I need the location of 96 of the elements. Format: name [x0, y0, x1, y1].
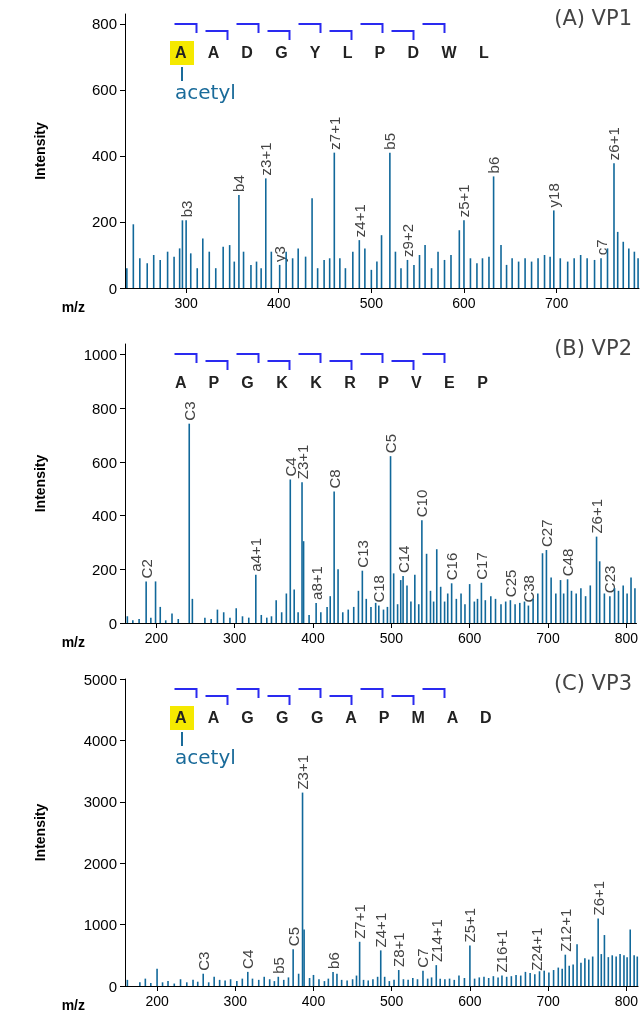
annotation: a8+1 [307, 566, 325, 600]
x-tick-label: 500 [379, 630, 404, 646]
x-axis-title: m/z [61, 997, 85, 1013]
x-tick-label: 400 [301, 630, 325, 646]
annotation: Z4+1 [372, 912, 390, 948]
x-tick-label: 600 [457, 630, 482, 646]
chart-title: (B) VP2 [554, 335, 632, 360]
x-tick-label: 800 [614, 630, 639, 646]
annotation: C5 [382, 433, 400, 454]
x-tick-label: 300 [174, 295, 199, 311]
y-axis-title: Intensity [32, 454, 48, 513]
annotation: C18 [370, 575, 388, 603]
x-axis-title: m/z [61, 299, 85, 315]
x-tick-label: 700 [544, 295, 569, 311]
annotation: z7+1 [325, 116, 343, 150]
y-tick-label: 1000 [83, 346, 117, 364]
annotation: C4 [239, 949, 257, 969]
annotation: y3 [271, 246, 289, 262]
x-tick-label: 700 [536, 630, 560, 646]
annotation: C17 [472, 552, 490, 580]
y-tick-label: 3000 [83, 793, 117, 811]
y-tick-label: 5000 [83, 670, 117, 688]
annotation: C16 [443, 552, 461, 581]
x-tick-label: 700 [536, 993, 560, 1009]
annotation: Z5+1 [461, 907, 479, 943]
annotation: b4 [230, 175, 248, 192]
x-tick-label: 200 [144, 630, 169, 646]
annotation: C14 [394, 545, 412, 574]
annotation: C2 [137, 559, 155, 579]
annotation: Z7+1 [351, 904, 369, 939]
y-tick-label: 200 [91, 213, 117, 231]
annotation: A P G K K R P V E P [175, 373, 496, 393]
annotation: z3+1 [257, 142, 275, 176]
annotation: z9+2 [398, 223, 416, 257]
y-tick-label: 0 [108, 279, 117, 297]
annotation: C5 [284, 926, 302, 947]
annotation: C48 [559, 548, 577, 577]
annotation: z4+1 [350, 204, 368, 238]
annotation: C10 [413, 489, 431, 518]
x-tick-label: 600 [458, 993, 482, 1009]
annotation: A A G G G A P M A D [175, 708, 500, 728]
annotation: C38 [519, 575, 537, 603]
y-tick-label: 600 [91, 453, 117, 471]
annotation: C3 [180, 401, 198, 421]
annotation: Z6+1 [589, 880, 607, 916]
annotation: C3 [194, 951, 212, 971]
chart-title: (A) VP1 [554, 5, 633, 30]
y-tick-label: 0 [108, 614, 117, 632]
annotation: Z24+1 [527, 927, 545, 971]
annotation: C4 [281, 457, 299, 477]
annotation: Z8+1 [390, 932, 408, 968]
annotation: Z6+1 [588, 499, 606, 534]
y-tick-label: 800 [91, 399, 117, 417]
x-tick-label: 200 [145, 993, 169, 1009]
y-tick-label: 400 [91, 147, 117, 165]
x-tick-label: 500 [359, 295, 384, 311]
y-tick-label: 2000 [83, 854, 117, 872]
annotation: b3 [177, 200, 195, 218]
annotation: C25 [501, 569, 519, 598]
annotation: b5 [381, 132, 399, 150]
annotation: Z3+1 [294, 754, 312, 790]
annotation: acetyl [175, 745, 236, 769]
annotation: C23 [601, 565, 619, 594]
annotation: b5 [269, 957, 287, 974]
x-tick-label: 300 [223, 993, 248, 1009]
chart-title: (C) VP3 [553, 670, 633, 695]
x-tick-label: 300 [222, 630, 247, 646]
y-tick-label: 0 [108, 977, 117, 995]
y-axis-title: Intensity [32, 803, 48, 862]
y-tick-label: 800 [91, 15, 117, 33]
annotation: z5+1 [455, 184, 473, 218]
annotation: acetyl [175, 80, 236, 104]
y-tick-label: 600 [91, 81, 117, 99]
annotation: a4+1 [247, 537, 265, 572]
annotation: C13 [353, 540, 371, 568]
x-tick-label: 400 [267, 295, 291, 311]
annotation: Z12+1 [556, 908, 574, 952]
annotation: C27 [537, 519, 555, 548]
y-tick-label: 1000 [83, 916, 117, 934]
y-tick-label: 200 [91, 560, 117, 578]
annotation: z6+1 [605, 127, 623, 161]
x-tick-label: 800 [614, 993, 639, 1009]
y-tick-label: 400 [91, 507, 117, 525]
annotation: C8 [325, 469, 343, 489]
y-axis-title: Intensity [32, 122, 48, 180]
annotation: Z16+1 [493, 929, 511, 973]
annotation: b6 [485, 156, 503, 174]
annotation: y18 [545, 183, 563, 208]
x-axis-title: m/z [61, 634, 85, 650]
annotation: A A D G Y L P D W L [175, 43, 497, 63]
x-tick-label: 400 [301, 993, 326, 1009]
annotation: c7 [592, 239, 610, 256]
x-tick-label: 600 [452, 295, 476, 311]
annotation: b6 [324, 952, 342, 969]
x-tick-label: 500 [380, 993, 404, 1009]
y-tick-label: 4000 [83, 731, 117, 749]
